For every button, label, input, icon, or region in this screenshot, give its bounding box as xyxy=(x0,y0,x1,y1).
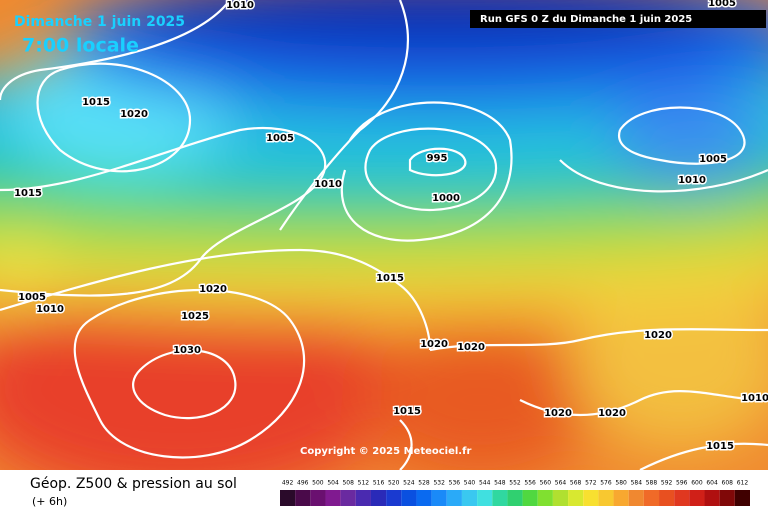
isobar-label: 1005 xyxy=(699,154,727,165)
legend-label: 556 xyxy=(524,480,536,487)
legend-swatch xyxy=(598,490,614,506)
legend-swatch xyxy=(689,490,705,506)
legend-label: 520 xyxy=(388,480,400,487)
legend-label: 600 xyxy=(691,480,703,487)
legend-swatch xyxy=(719,490,735,506)
legend-label: 496 xyxy=(297,480,309,487)
isobars xyxy=(0,0,768,470)
legend-swatch xyxy=(704,490,720,506)
time-title: 7:00 locale xyxy=(22,35,139,57)
legend-swatch xyxy=(477,490,493,506)
run-box xyxy=(470,10,766,28)
legend-swatch xyxy=(386,490,402,506)
isobar-label: 1010 xyxy=(314,179,342,190)
legend-label: 612 xyxy=(737,480,749,487)
legend-label: 564 xyxy=(555,480,567,487)
isobar-label: 1025 xyxy=(181,311,209,322)
isobar-label: 1020 xyxy=(598,408,626,419)
legend-label: 544 xyxy=(479,480,491,487)
legend-swatch xyxy=(659,490,675,506)
legend-label: 508 xyxy=(342,480,354,487)
legend-label: 528 xyxy=(418,480,430,487)
legend-label: 604 xyxy=(706,480,718,487)
legend-swatch xyxy=(568,490,584,506)
legend-swatch xyxy=(401,490,417,506)
legend-label: 588 xyxy=(646,480,658,487)
isobar-label: 1015 xyxy=(82,97,110,108)
legend-swatch xyxy=(325,490,341,506)
legend-swatch xyxy=(613,490,629,506)
isobar-label: 1020 xyxy=(644,330,672,341)
field xyxy=(0,0,768,470)
legend-label: 572 xyxy=(585,480,597,487)
isobar-label: 1010 xyxy=(226,0,254,11)
isobar-label: 1020 xyxy=(199,284,227,295)
isobar-label: 1015 xyxy=(706,441,734,452)
isobar-label: 1015 xyxy=(393,406,421,417)
run-title: Run GFS 0 Z du Dimanche 1 juin 2025 xyxy=(480,14,692,25)
legend-label: 504 xyxy=(327,480,339,487)
legend-label: 524 xyxy=(403,480,415,487)
legend-label: 608 xyxy=(722,480,734,487)
legend-label: 512 xyxy=(358,480,370,487)
legend-label: 540 xyxy=(464,480,476,487)
legend-label: 548 xyxy=(494,480,506,487)
isobar-label: 1010 xyxy=(678,175,706,186)
legend-swatch xyxy=(280,490,296,506)
legend-label: 560 xyxy=(540,480,552,487)
legend-label: 532 xyxy=(433,480,445,487)
legend-swatch xyxy=(583,490,599,506)
legend-swatch xyxy=(552,490,569,506)
isobar-label: 1010 xyxy=(741,393,768,404)
legend-swatch xyxy=(295,490,311,506)
legend-label: 552 xyxy=(509,480,521,487)
isobar-label: 1030 xyxy=(173,345,201,356)
isobar-label: 1000 xyxy=(432,193,460,204)
legend-label: 516 xyxy=(373,480,385,487)
legend-swatch xyxy=(446,490,462,506)
legend-swatch xyxy=(355,490,371,506)
legend-label: 500 xyxy=(312,480,324,487)
isobar-label: 1005 xyxy=(18,292,46,303)
legend-label: 568 xyxy=(570,480,582,487)
legend-swatch xyxy=(674,490,690,506)
isobar-label: 1020 xyxy=(420,339,448,350)
copyright: Copyright © 2025 Meteociel.fr xyxy=(300,446,471,457)
legend-swatch xyxy=(734,490,750,506)
isobar-label: 1015 xyxy=(14,188,42,199)
footer-title: Géop. Z500 & pression au sol xyxy=(30,476,237,492)
legend-swatch xyxy=(628,490,644,506)
isobar-label: 1015 xyxy=(376,273,404,284)
legend-swatch xyxy=(461,490,478,506)
legend-swatch xyxy=(507,490,523,506)
legend-swatch xyxy=(340,490,356,506)
legend-swatch xyxy=(370,490,387,506)
legend-swatch xyxy=(431,490,447,506)
legend-swatch xyxy=(416,490,432,506)
isobar-label: 1020 xyxy=(457,342,485,353)
legend-swatch xyxy=(537,490,553,506)
legend-label: 584 xyxy=(631,480,643,487)
footer-step: (+ 6h) xyxy=(32,495,67,508)
legend-label: 536 xyxy=(449,480,461,487)
legend-label: 592 xyxy=(661,480,673,487)
isobar-label: 1020 xyxy=(544,408,572,419)
isobar-label: 995 xyxy=(427,153,448,164)
isobar-label: 1020 xyxy=(120,109,148,120)
legend-swatch xyxy=(310,490,326,506)
legend-swatch xyxy=(643,490,660,506)
legend-swatch xyxy=(522,490,538,506)
legend-label: 596 xyxy=(676,480,688,487)
isobar-label: 1010 xyxy=(36,304,64,315)
isobar-label: 1005 xyxy=(266,133,294,144)
legend-label: 580 xyxy=(615,480,627,487)
isobar-label: 1005 xyxy=(708,0,736,9)
legend-swatch xyxy=(492,490,508,506)
legend-label: 492 xyxy=(282,480,294,487)
legend-label: 576 xyxy=(600,480,612,487)
date-title: Dimanche 1 juin 2025 xyxy=(14,14,185,30)
